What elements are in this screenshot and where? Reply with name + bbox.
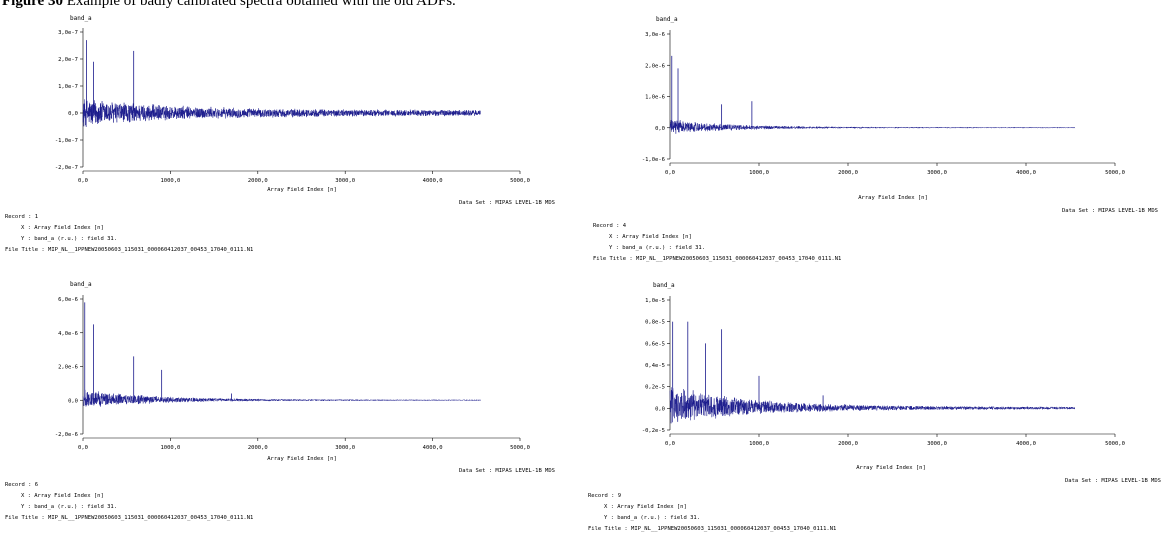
y-tick-label: 0,0 xyxy=(655,406,665,412)
y-tick-label: -2,0e-7 xyxy=(55,165,78,171)
file-title: File Title : MIP_NL__1PPNEW20050603_1150… xyxy=(588,526,837,532)
file-title: File Title : MIP_NL__1PPNEW20050603_1150… xyxy=(593,256,842,262)
series-line xyxy=(669,119,1075,134)
figure-caption-text: Example of badly calibrated spectra obta… xyxy=(66,0,456,9)
x-tick-label: 2000,0 xyxy=(838,170,858,176)
record-metadata: Record : 4 X : Array Field Index [n] Y :… xyxy=(593,221,841,265)
record-number: Record : 9 xyxy=(588,493,622,499)
y-tick-label: 0,0 xyxy=(68,111,78,117)
y-tick-label: 0,2e-5 xyxy=(645,385,665,391)
chart-plot: 0,0 1000,0 2000,0 3000,0 4000,0 5000,0 6,0e-6 4… xyxy=(55,295,530,451)
x-tick-label: 4000,0 xyxy=(423,445,443,451)
record-metadata: Record : 1 X : Array Field Index [n] Y :… xyxy=(5,212,253,256)
x-tick-label: 0,0 xyxy=(665,170,675,176)
x-description: X : Array Field Index [n] xyxy=(604,504,687,510)
y-description: Y : band_a (r.u.) : field 31. xyxy=(21,236,118,242)
x-description: X : Array Field Index [n] xyxy=(609,234,692,240)
x-axis-label: Array Field Index [n] xyxy=(856,465,926,471)
x-tick-label: 4000,0 xyxy=(1016,441,1036,447)
x-axis-label: Array Field Index [n] xyxy=(267,456,337,462)
x-tick-label: 2000,0 xyxy=(248,445,268,451)
x-tick-label: 5000,0 xyxy=(1105,170,1125,176)
figure-label: Figure 30 xyxy=(2,0,63,9)
series-line xyxy=(82,99,481,127)
y-tick-label: -1,0e-6 xyxy=(642,157,665,163)
y-tick-label: 0,0 xyxy=(68,398,78,404)
x-tick-label: 5000,0 xyxy=(510,445,530,451)
x-tick-label: 3000,0 xyxy=(927,170,947,176)
y-tick-label: 4,0e-6 xyxy=(58,331,78,337)
y-description: Y : band_a (r.u.) : field 31. xyxy=(604,515,701,521)
y-tick-label: 1,0e-7 xyxy=(58,84,78,90)
y-tick-label: 0,8e-5 xyxy=(645,320,665,326)
y-description: Y : band_a (r.u.) : field 31. xyxy=(21,504,118,510)
chart-title: band_a xyxy=(656,16,678,23)
dataset-label: Data Set : MIPAS LEVEL-1B MDS xyxy=(458,200,555,206)
y-description: Y : band_a (r.u.) : field 31. xyxy=(609,245,706,251)
x-tick-label: 3000,0 xyxy=(927,441,947,447)
x-tick-label: 1000,0 xyxy=(749,170,769,176)
x-tick-label: 5000,0 xyxy=(1105,441,1125,447)
y-tick-label: 2,0e-7 xyxy=(58,57,78,63)
series-line xyxy=(669,387,1076,424)
chart-panel-record-4: band_a 0,0 1000,0 2000,0 3000,0 4000,0 5000,0… xyxy=(588,12,1163,284)
y-tick-label: -1,0e-7 xyxy=(55,138,78,144)
x-tick-label: 1000,0 xyxy=(160,178,180,184)
y-tick-label: 2,0e-6 xyxy=(645,63,665,69)
x-tick-label: 2000,0 xyxy=(838,441,858,447)
y-tick-label: 6,0e-6 xyxy=(58,297,78,303)
x-tick-label: 0,0 xyxy=(78,178,88,184)
x-tick-label: 3000,0 xyxy=(335,445,355,451)
y-tick-label: 1,0e-6 xyxy=(645,95,665,101)
x-tick-label: 4000,0 xyxy=(1016,170,1036,176)
chart-panel-record-6: band_a 0,0 1000,0 2000,0 3000,0 4000,0 5000,0… xyxy=(0,278,575,550)
dataset-label: Data Set : MIPAS LEVEL-1B MDS xyxy=(458,468,555,474)
figure-caption: Figure 30 Example of badly calibrated sp… xyxy=(2,0,456,10)
x-tick-label: 0,0 xyxy=(78,445,88,451)
chart-title: band_a xyxy=(653,282,675,289)
y-tick-label: -0,2e-5 xyxy=(642,428,665,434)
x-tick-label: 5000,0 xyxy=(510,178,530,184)
x-tick-label: 1000,0 xyxy=(160,445,180,451)
y-tick-label: 0,4e-5 xyxy=(645,363,665,369)
chart-panel-record-9: band_a 0,0 1000,0 2000,0 3000,0 4000,0 5000,0… xyxy=(588,272,1163,544)
x-tick-label: 0,0 xyxy=(665,441,675,447)
series-line xyxy=(82,389,481,407)
y-tick-label: 0,6e-5 xyxy=(645,341,665,347)
x-axis-label: Array Field Index [n] xyxy=(267,187,337,193)
x-tick-label: 4000,0 xyxy=(423,178,443,184)
record-number: Record : 1 xyxy=(5,214,39,220)
y-tick-label: 2,0e-6 xyxy=(58,365,78,371)
record-number: Record : 4 xyxy=(593,223,627,229)
file-title: File Title : MIP_NL__1PPNEW20050603_1150… xyxy=(5,515,254,521)
record-metadata: Record : 6 X : Array Field Index [n] Y :… xyxy=(5,480,253,524)
dataset-label: Data Set : MIPAS LEVEL-1B MDS xyxy=(1064,478,1161,484)
record-number: Record : 6 xyxy=(5,482,39,488)
dataset-label: Data Set : MIPAS LEVEL-1B MDS xyxy=(1061,208,1158,214)
y-tick-label: 3,0e-6 xyxy=(645,32,665,38)
chart-plot: 0,0 1000,0 2000,0 3000,0 4000,0 5000,0 3,0e-7 2… xyxy=(55,28,530,184)
y-tick-label: -2,0e-6 xyxy=(55,432,78,438)
x-tick-label: 2000,0 xyxy=(248,178,268,184)
y-tick-label: 0,0 xyxy=(655,126,665,132)
file-title: File Title : MIP_NL__1PPNEW20050603_1150… xyxy=(5,247,254,253)
y-tick-label: 3,0e-7 xyxy=(58,30,78,36)
chart-title: band_a xyxy=(70,281,92,288)
x-description: X : Array Field Index [n] xyxy=(21,493,104,499)
x-description: X : Array Field Index [n] xyxy=(21,225,104,231)
y-tick-label: 1,0e-5 xyxy=(645,298,665,304)
chart-plot: 0,0 1000,0 2000,0 3000,0 4000,0 5000,0 1,0e-5 0… xyxy=(642,296,1125,447)
x-axis-label: Array Field Index [n] xyxy=(858,195,928,201)
chart-plot: 0,0 1000,0 2000,0 3000,0 4000,0 5000,0 3,0e-6 2… xyxy=(642,30,1125,176)
x-tick-label: 1000,0 xyxy=(749,441,769,447)
chart-panel-record-1: band_a 0,0 1000,0 2000,0 3000,0 4000,0 5000,0… xyxy=(0,12,575,284)
x-tick-label: 3000,0 xyxy=(335,178,355,184)
record-metadata: Record : 9 X : Array Field Index [n] Y :… xyxy=(588,491,836,535)
chart-title: band_a xyxy=(70,15,92,22)
